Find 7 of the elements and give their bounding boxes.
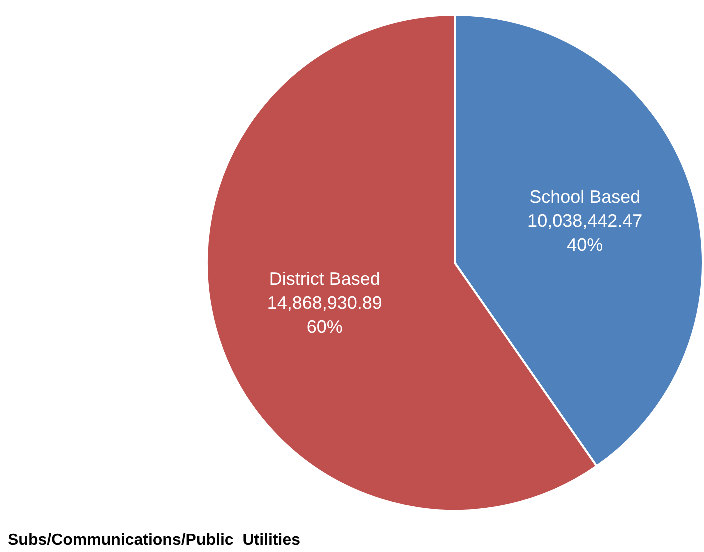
slice-label: District Based: [269, 268, 380, 289]
data-label: 10,038,442.47: [528, 211, 643, 232]
slice-label: School Based: [530, 187, 641, 208]
data-label: 14,868,930.89: [267, 292, 382, 313]
text: 40%: [567, 235, 604, 256]
text: Subs/Communications/Public Utilities: [8, 532, 301, 549]
text: 60%: [306, 316, 343, 337]
